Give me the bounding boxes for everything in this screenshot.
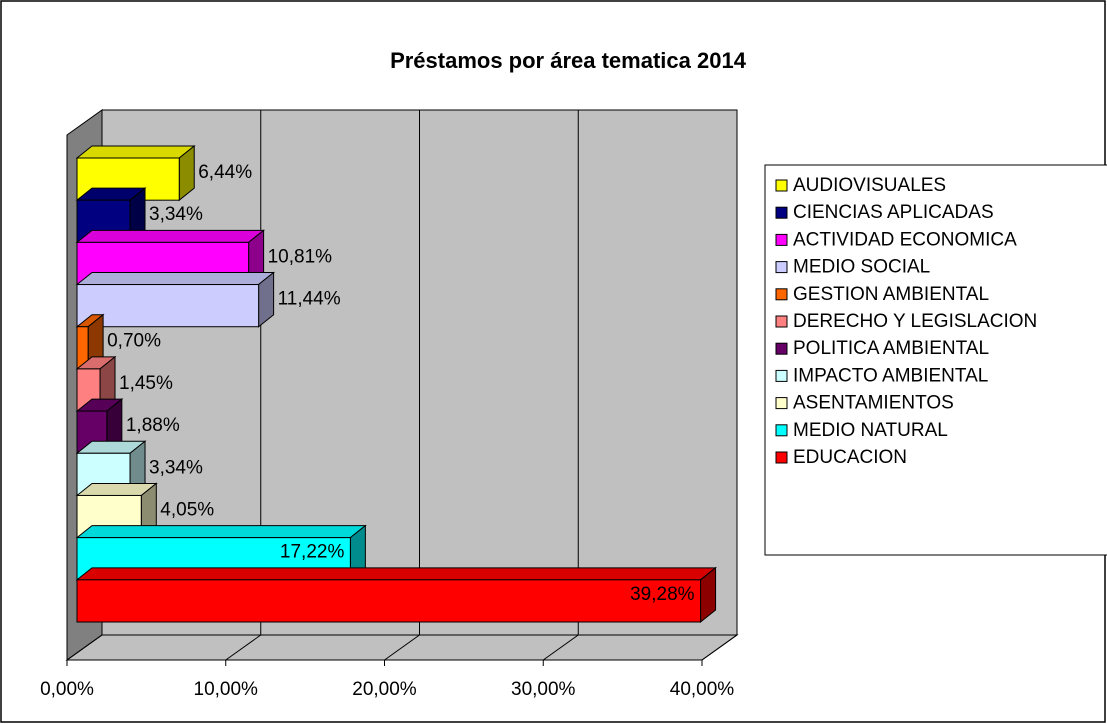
- grid-line: [542, 634, 579, 661]
- bar-top: [75, 229, 266, 243]
- legend-swatch: [775, 397, 788, 410]
- bar: [76, 284, 260, 328]
- legend-swatch: [775, 288, 788, 301]
- x-tick-label: 40,00%: [670, 679, 735, 700]
- legend-swatch: [775, 233, 788, 246]
- legend-swatch: [775, 424, 788, 437]
- bar-top: [75, 567, 717, 581]
- legend-swatch: [775, 261, 788, 274]
- chart-title: Préstamos por área tematica 2014: [390, 48, 747, 73]
- data-label: 1,88%: [126, 415, 180, 436]
- data-label: 39,28%: [630, 584, 695, 605]
- legend-label: GESTION AMBIENTAL: [793, 284, 989, 305]
- x-tick-label: 0,00%: [40, 679, 94, 700]
- data-label: 3,34%: [149, 457, 203, 478]
- legend-label: AUDIOVISUALES: [793, 175, 946, 196]
- legend-label: POLITICA AMBIENTAL: [793, 338, 989, 359]
- legend-label: ASENTAMIENTOS: [793, 393, 954, 414]
- grid-line: [225, 634, 262, 661]
- bar-top: [75, 272, 276, 286]
- data-label: 3,34%: [149, 204, 203, 225]
- data-label: 4,05%: [160, 499, 214, 520]
- legend-swatch: [775, 369, 788, 382]
- data-label: 11,44%: [278, 289, 341, 310]
- x-tick-label: 10,00%: [194, 679, 259, 700]
- legend-label: DERECHO Y LEGISLACION: [793, 311, 1037, 332]
- legend-box: [764, 164, 1107, 556]
- data-label: 1,45%: [119, 373, 173, 394]
- bar-top: [75, 145, 196, 159]
- grid-line: [701, 634, 738, 661]
- bar-top: [75, 525, 367, 539]
- legend-swatch: [775, 451, 788, 464]
- grid-line: [66, 634, 103, 661]
- grid-line: [384, 634, 420, 661]
- data-label: 6,44%: [198, 162, 252, 183]
- x-tick-label: 20,00%: [352, 679, 417, 700]
- data-label: 10,81%: [268, 246, 333, 267]
- legend-swatch: [775, 206, 788, 219]
- legend-swatch: [775, 179, 788, 192]
- legend-swatch: [775, 342, 788, 355]
- legend-label: IMPACTO AMBIENTAL: [793, 365, 988, 386]
- data-label: 0,70%: [107, 331, 161, 352]
- x-tick-label: 30,00%: [511, 679, 576, 700]
- bar: [76, 579, 702, 623]
- legend-label: EDUCACION: [793, 447, 907, 468]
- legend-label: MEDIO SOCIAL: [793, 257, 930, 278]
- legend-label: ACTIVIDAD ECONOMICA: [793, 229, 1017, 250]
- data-label: 17,22%: [280, 542, 345, 563]
- legend-label: CIENCIAS APLICADAS: [793, 202, 994, 223]
- legend-label: MEDIO NATURAL: [793, 420, 948, 441]
- legend-swatch: [775, 315, 788, 328]
